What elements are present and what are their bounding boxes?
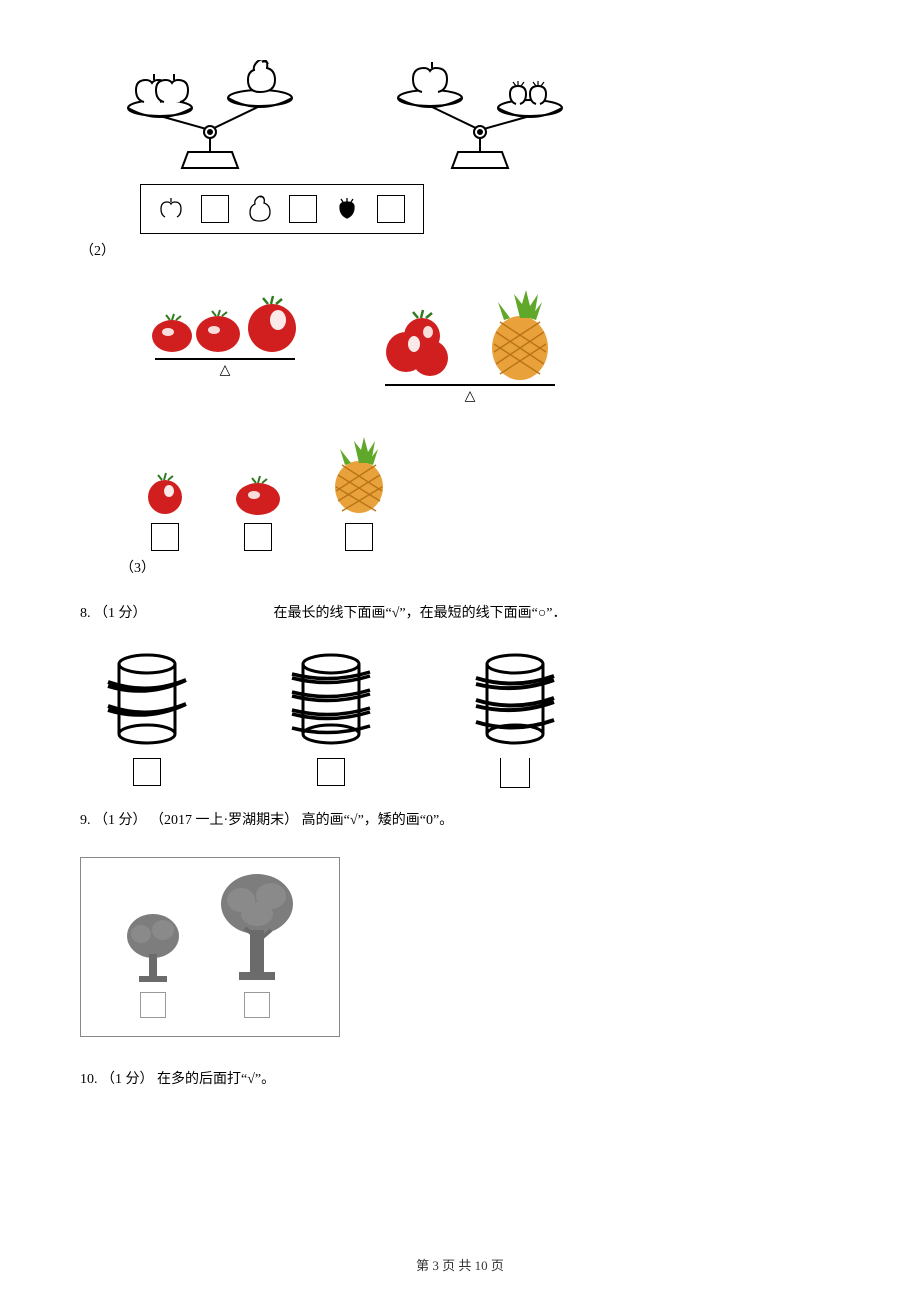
cylinder-4-coils-icon [284,652,378,748]
trees-frame [80,857,340,1037]
q10-points: （1 分） [101,1072,154,1087]
pear-answer-box[interactable] [289,195,317,223]
sub-label-2: （2） [80,240,840,260]
q10-text: 在多的后面打“√”。 [157,1072,275,1087]
seesaw-row: △ [140,290,840,405]
tomato-large-answer-box[interactable] [244,523,272,551]
q10-number: 10. [80,1072,98,1087]
fruit-answer-boxes [140,184,424,234]
seesaw-tomatoes: △ [140,290,310,405]
sub-label-3: （3） [120,557,840,577]
question-9: 9. （1 分） （2017 一上·罗湖期末） 高的画“√”，矮的画“0”。 [80,808,840,833]
tomato-large-icon [230,469,286,515]
fulcrum-icon: △ [220,362,231,379]
q9-text: 高的画“√”，矮的画“0”。 [302,813,454,828]
q9-points: （1 分） [94,813,147,828]
pineapple-icon [326,435,392,515]
cylinder-3-coils-icon [468,652,562,748]
strawberry-icon [335,197,359,221]
tall-tree-icon [215,868,299,984]
short-tree-icon [121,900,185,984]
question-8: 8. （1 分） 在最长的线下面画“√”，在最短的线下面画“○”． [80,601,840,626]
apple-icon [159,197,183,221]
balance-scales-row [120,60,840,170]
page-footer: 第 3 页 共 10 页 [0,1255,920,1274]
cylinders-row [100,652,840,788]
question-10: 10. （1 分） 在多的后面打“√”。 [80,1067,840,1092]
q8-number: 8. [80,606,91,621]
tomato-pineapple-icon [370,290,570,380]
balance-scale-left [120,60,300,170]
q9-number: 9. [80,813,91,828]
balance-scale-right [390,60,570,170]
fulcrum-icon: △ [465,388,476,405]
apple-answer-box[interactable] [201,195,229,223]
tall-tree-answer-box[interactable] [244,992,270,1018]
tomato-small-icon [140,469,190,515]
pear-icon [247,197,271,221]
seesaw-tomato-pineapple: △ [370,290,570,405]
cylinder-2-coils-icon [100,652,194,748]
tomato-small-answer-box[interactable] [151,523,179,551]
pineapple-answer-box[interactable] [345,523,373,551]
fruit-answer-row [140,435,840,551]
cylinder3-answer-box[interactable] [500,758,530,788]
tomato-trio-icon [140,290,310,354]
q8-text: 在最长的线下面画“√”，在最短的线下面画“○”． [274,606,567,621]
strawberry-answer-box[interactable] [377,195,405,223]
cylinder2-answer-box[interactable] [317,758,345,786]
short-tree-answer-box[interactable] [140,992,166,1018]
q8-points: （1 分） [94,606,147,621]
q9-source: （2017 一上·罗湖期末） [150,813,298,828]
cylinder1-answer-box[interactable] [133,758,161,786]
